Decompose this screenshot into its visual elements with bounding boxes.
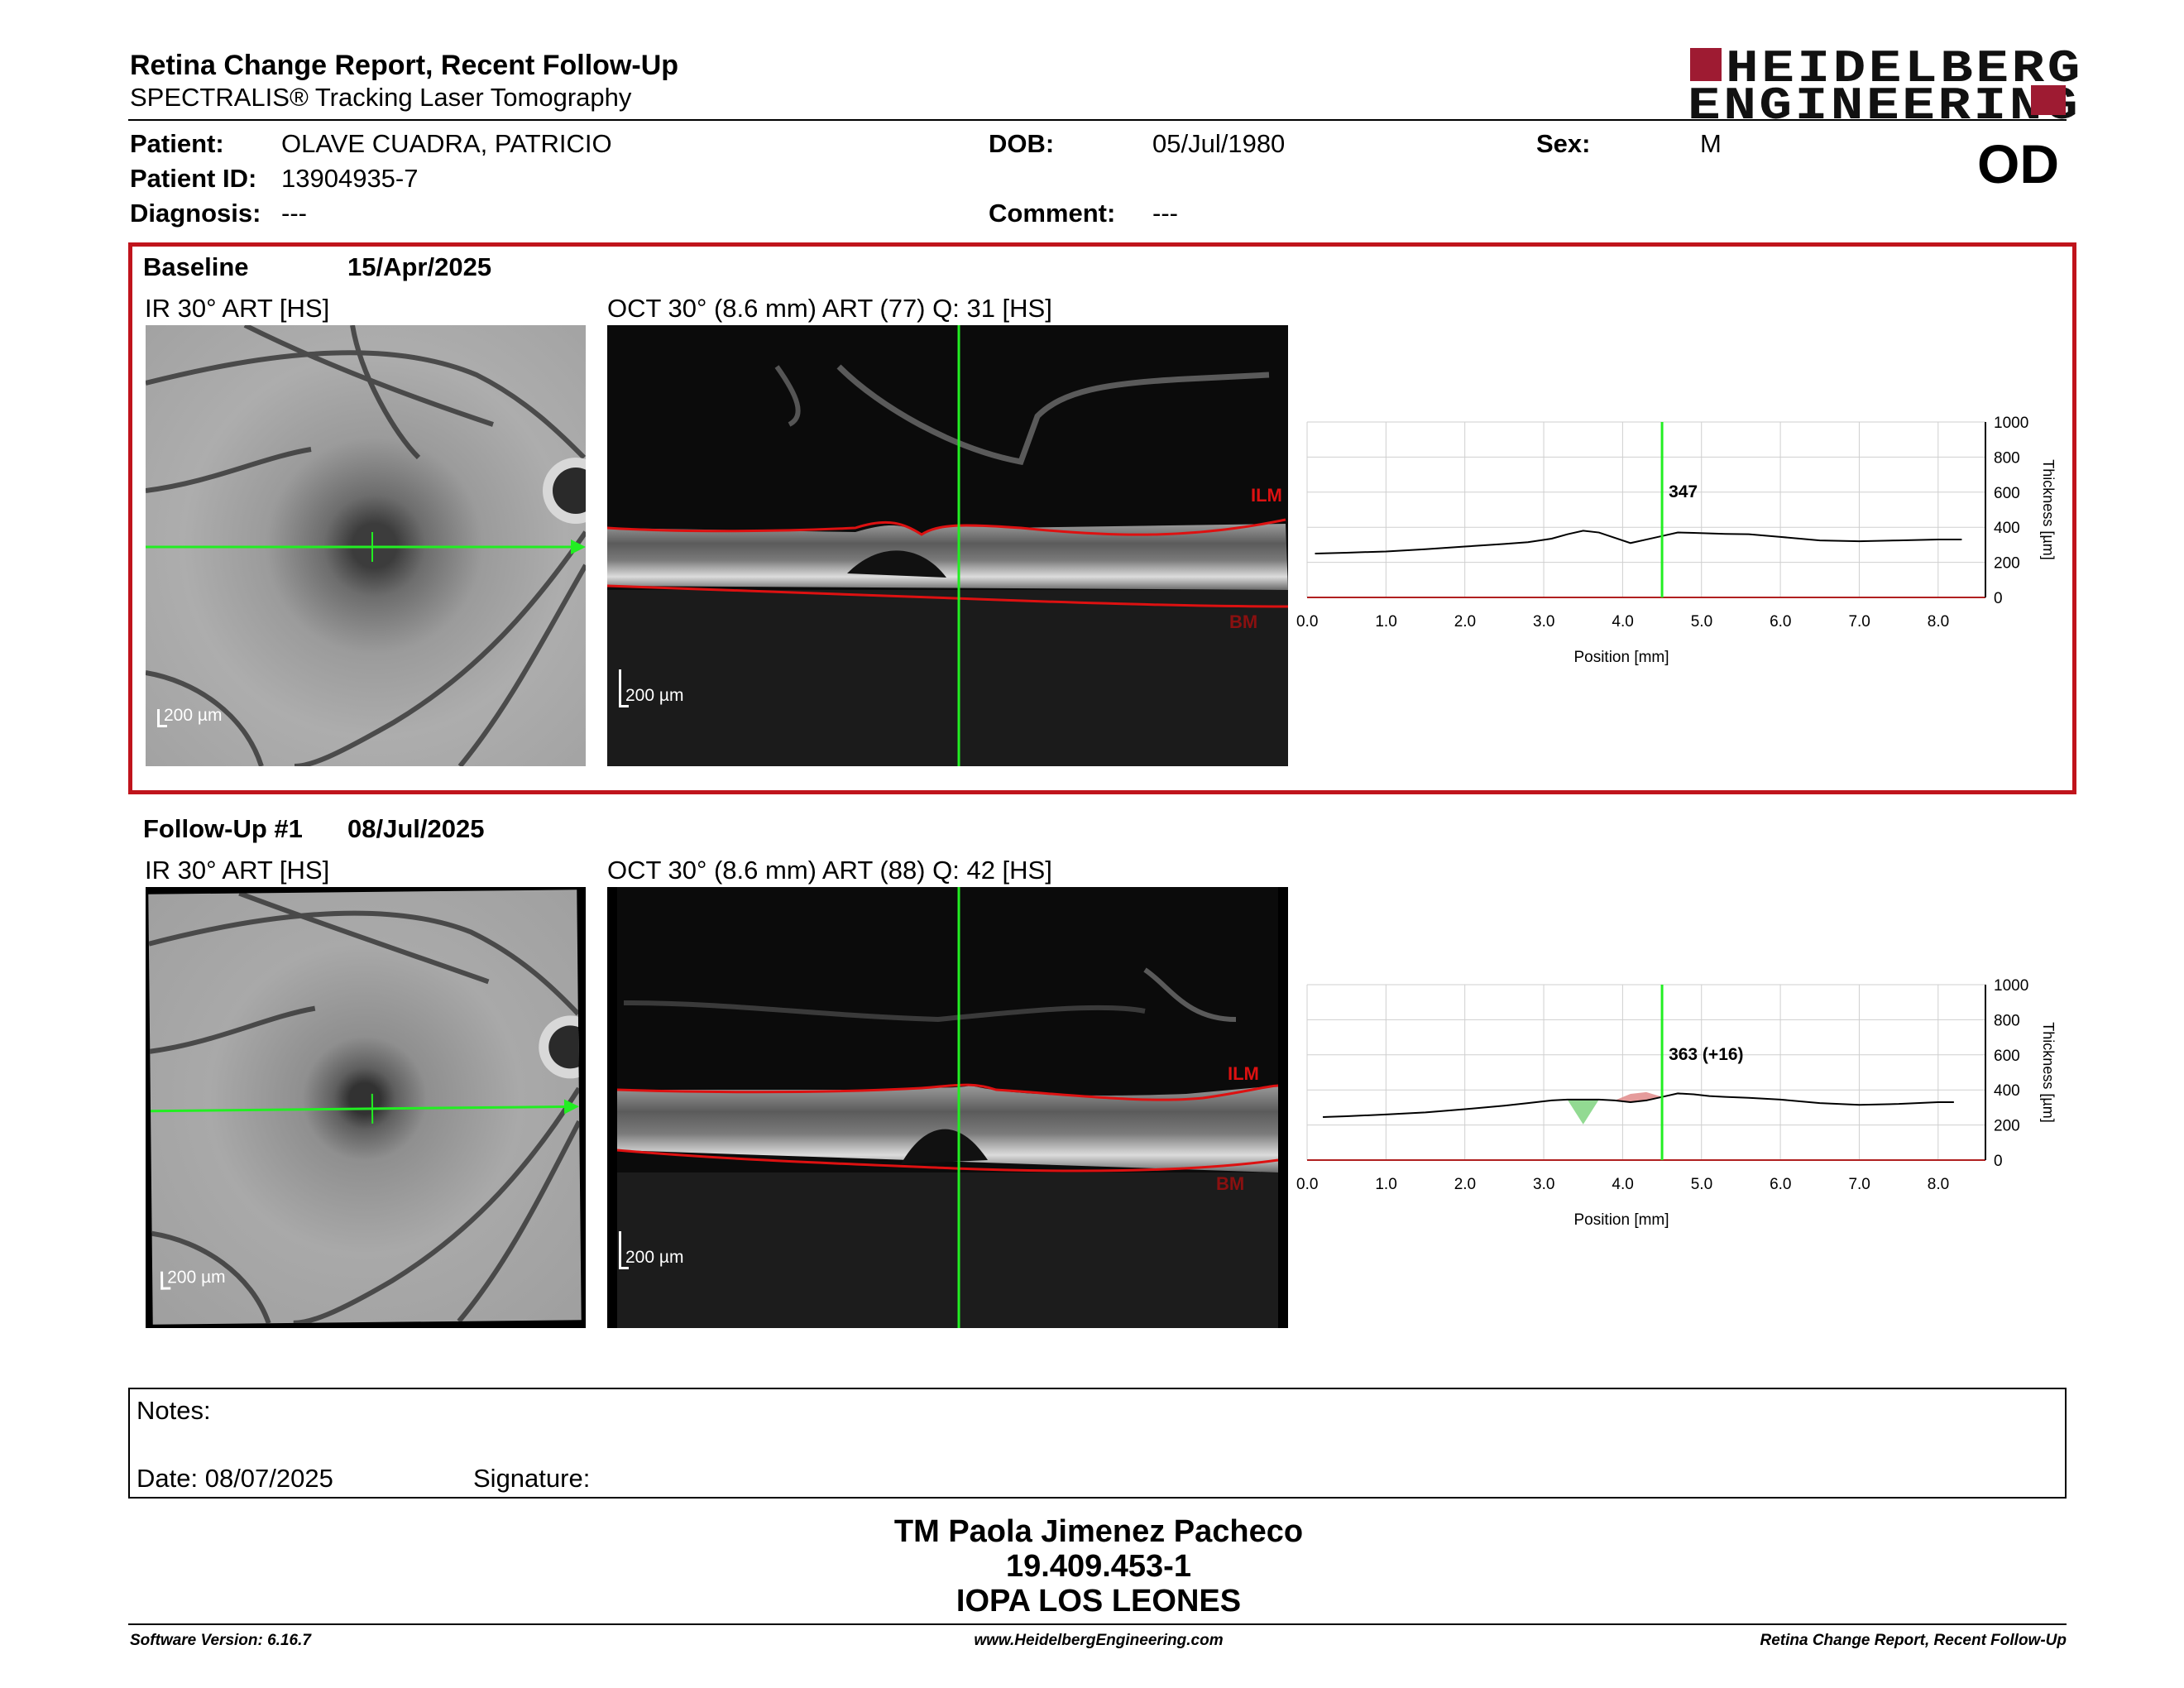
followup-chart-y-axis-label: Thickness [µm] [2040, 1022, 2057, 1122]
followup-chart-change-region-increase [1567, 1099, 1599, 1125]
software-version: Software Version: 6.16.7 [130, 1632, 311, 1649]
dob-label: DOB: [989, 129, 1055, 158]
followup-chart-y-tick: 1000 [1994, 977, 2028, 995]
baseline-oct-title: OCT 30° (8.6 mm) ART (77) Q: 31 [HS] [607, 294, 1052, 323]
sex-value: M [1700, 129, 1722, 158]
followup-chart-x-tick: 0.0 [1296, 1176, 1318, 1193]
baseline-chart-x-axis-label: Position [mm] [1573, 649, 1669, 666]
followup-chart-x-tick: 8.0 [1928, 1176, 1949, 1193]
baseline-chart-x-tick: 4.0 [1612, 613, 1633, 631]
baseline-chart-x-tick: 7.0 [1848, 613, 1870, 631]
patient-label: Patient: [130, 129, 224, 158]
website-link[interactable]: www.HeidelbergEngineering.com [974, 1632, 1224, 1649]
followup-chart-x-tick: 2.0 [1454, 1176, 1476, 1193]
baseline-chart-y-tick: 0 [1994, 590, 2003, 607]
patient-name: OLAVE CUADRA, PATRICIO [281, 129, 612, 158]
signatory-name: TM Paola Jimenez Pacheco [893, 1514, 1304, 1549]
followup-date: 08/Jul/2025 [347, 814, 485, 843]
diagnosis-label: Diagnosis: [130, 199, 261, 228]
report-title: Retina Change Report, Recent Follow-Up [130, 50, 679, 81]
followup-oct-title: OCT 30° (8.6 mm) ART (88) Q: 42 [HS] [607, 856, 1052, 885]
followup-label: Follow-Up #1 [143, 814, 303, 843]
baseline-chart-x-tick: 8.0 [1928, 613, 1949, 631]
followup-chart-thickness-line [1323, 1092, 1954, 1119]
followup-chart-y-tick: 400 [1994, 1082, 2020, 1100]
baseline-chart-y-tick: 200 [1994, 555, 2020, 573]
sex-label: Sex: [1536, 129, 1591, 158]
notes-label: Notes: [136, 1396, 211, 1425]
followup-thickness-chart: 363 (+16) 0.0 1.0 2.0 3.0 4.0 5.0 6.0 7.0 8.0 0 200… [1296, 977, 2057, 1229]
baseline-chart-x-tick: 1.0 [1375, 613, 1396, 631]
comment-value: --- [1152, 199, 1178, 228]
baseline-date: 15/Apr/2025 [347, 252, 492, 281]
followup-chart-x-tick: 4.0 [1612, 1176, 1633, 1193]
baseline-panel [128, 242, 2076, 794]
signatory-id: 19.409.453-1 [1006, 1549, 1191, 1584]
notes-box: Notes: Date: 08/07/2025 Signature: [128, 1388, 2067, 1499]
baseline-chart-x-tick: 3.0 [1533, 613, 1554, 631]
baseline-chart-y-tick: 1000 [1994, 415, 2028, 432]
baseline-chart-x-tick: 0.0 [1296, 613, 1318, 631]
followup-chart-marker-value: 363 (+16) [1669, 1045, 1743, 1064]
report-subtitle: SPECTRALIS® Tracking Laser Tomography [130, 83, 632, 112]
baseline-chart-y-tick: 400 [1994, 520, 2020, 537]
comment-label: Comment: [989, 199, 1116, 228]
baseline-chart-y-tick: 800 [1994, 449, 2020, 467]
followup-chart-y-tick: 200 [1994, 1118, 2020, 1135]
signature-label: Signature: [473, 1464, 591, 1493]
followup-chart-x-axis-label: Position [mm] [1573, 1211, 1669, 1229]
diagnosis-value: --- [281, 199, 307, 228]
followup-chart-y-tick: 0 [1994, 1153, 2003, 1170]
followup-chart-x-tick: 7.0 [1848, 1176, 1870, 1193]
followup-oct-bscan: ILM BM 200 µm [607, 887, 1288, 1328]
baseline-chart-x-tick: 6.0 [1770, 613, 1791, 631]
followup-chart-change-region-decrease [1614, 1091, 1663, 1103]
followup-chart-x-tick: 5.0 [1691, 1176, 1712, 1193]
baseline-oct-bscan: ILM BM 200 µm [607, 325, 1288, 766]
patient-id-label: Patient ID: [130, 164, 257, 193]
baseline-chart-marker-value: 347 [1669, 482, 1698, 501]
baseline-ir-fundus-image: 200 µm [146, 325, 586, 766]
baseline-ilm-label: ILM [1251, 485, 1282, 506]
baseline-thickness-chart: 347 0.0 1.0 2.0 3.0 4.0 5.0 6.0 7.0 8.0 0 200 400 600… [1296, 415, 2057, 666]
baseline-bm-label: BM [1229, 611, 1258, 632]
baseline-label: Baseline [143, 252, 249, 281]
eye-laterality: OD [1977, 133, 2059, 194]
baseline-ir-title: IR 30° ART [HS] [145, 294, 330, 323]
followup-chart-y-tick: 800 [1994, 1012, 2020, 1029]
followup-ilm-label: ILM [1228, 1063, 1259, 1084]
followup-chart-x-tick: 6.0 [1770, 1176, 1791, 1193]
baseline-chart-thickness-line [1315, 530, 1962, 554]
followup-ir-fundus-image: 200 µm [148, 890, 582, 1325]
followup-ir-title: IR 30° ART [HS] [145, 856, 330, 885]
followup-bm-label: BM [1216, 1173, 1245, 1194]
baseline-chart-x-tick: 5.0 [1691, 613, 1712, 631]
notes-date: Date: 08/07/2025 [136, 1464, 333, 1493]
followup-chart-x-tick: 1.0 [1375, 1176, 1396, 1193]
baseline-chart-x-tick: 2.0 [1454, 613, 1476, 631]
patient-id: 13904935-7 [281, 164, 419, 193]
signatory-institution: IOPA LOS LEONES [956, 1584, 1242, 1618]
followup-chart-y-tick: 600 [1994, 1048, 2020, 1065]
baseline-chart-y-tick: 600 [1994, 485, 2020, 502]
footer-report-name: Retina Change Report, Recent Follow-Up [1760, 1632, 2067, 1649]
baseline-chart-y-axis-label: Thickness [µm] [2040, 459, 2057, 559]
followup-chart-x-tick: 3.0 [1533, 1176, 1554, 1193]
dob-value: 05/Jul/1980 [1152, 129, 1286, 158]
